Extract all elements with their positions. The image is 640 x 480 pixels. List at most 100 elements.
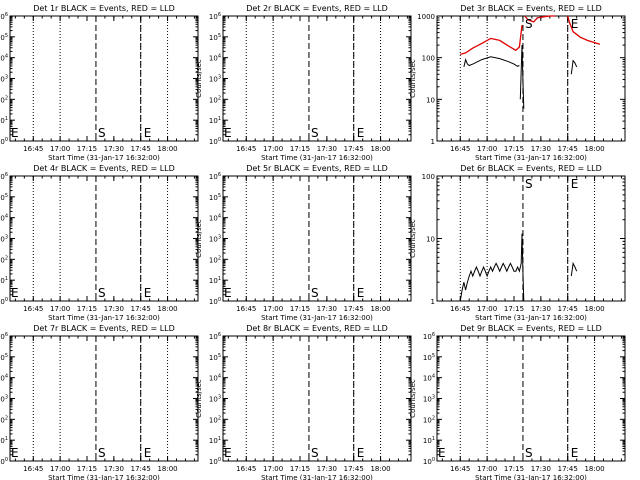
y-tick-label: 106 — [209, 12, 221, 21]
end-marker-left: E — [224, 286, 232, 300]
x-tick-label: 17:15 — [290, 145, 310, 153]
x-tick-label: 17:45 — [344, 465, 364, 473]
x-tick-label: 16:45 — [23, 145, 43, 153]
x-tick-label: 17:15 — [504, 465, 524, 473]
x-tick-label: 17:00 — [477, 305, 497, 313]
end-marker: E — [144, 286, 152, 300]
y-tick-label: 1 — [431, 138, 435, 146]
x-tick-label: 16:45 — [450, 305, 470, 313]
end-marker-left: E — [11, 286, 19, 300]
x-tick-label: 17:15 — [77, 465, 97, 473]
panel-title: Det 6r BLACK = Events, RED = LLD — [460, 164, 602, 173]
y-axis-label: Counts/sec — [195, 219, 203, 258]
y-tick-label: 103 — [209, 75, 221, 84]
x-tick-label: 18:00 — [584, 465, 604, 473]
y-axis-label: Counts/sec — [195, 59, 203, 98]
end-marker-left: E — [11, 126, 19, 140]
x-tick-label: 17:15 — [290, 465, 310, 473]
y-tick-label: 103 — [0, 395, 8, 404]
x-tick-label: 16:45 — [450, 145, 470, 153]
x-tick-label: 18:00 — [370, 305, 390, 313]
x-tick-label: 17:45 — [558, 145, 578, 153]
start-marker: S — [311, 126, 319, 140]
start-marker: S — [98, 286, 106, 300]
y-tick-label: 103 — [0, 235, 8, 244]
x-tick-label: 18:00 — [584, 145, 604, 153]
end-marker: E — [144, 126, 152, 140]
x-tick-label: 16:45 — [236, 305, 256, 313]
y-tick-label: 106 — [423, 332, 435, 341]
panel-title: Det 8r BLACK = Events, RED = LLD — [246, 324, 388, 333]
end-marker-left: E — [11, 446, 19, 460]
x-tick-label: 17:00 — [50, 305, 70, 313]
panel-det-7: Det 7r BLACK = Events, RED = LLD 100 101 10… — [0, 324, 199, 480]
x-tick-label: 17:30 — [531, 305, 551, 313]
y-tick-label: 105 — [0, 33, 8, 42]
x-axis-label: Start Time (31-Jan-17 16:32:00) — [48, 154, 160, 162]
panel-title: Det 4r BLACK = Events, RED = LLD — [33, 164, 175, 173]
y-tick-label: 100 — [209, 457, 221, 466]
x-axis-label: Start Time (31-Jan-17 16:32:00) — [48, 474, 160, 480]
y-tick-label: 101 — [0, 116, 8, 125]
y-tick-label: 105 — [0, 353, 8, 362]
x-tick-label: 17:45 — [344, 145, 364, 153]
start-marker: S — [98, 446, 106, 460]
x-tick-label: 17:30 — [317, 145, 337, 153]
x-axis-label: Start Time (31-Jan-17 16:32:00) — [475, 314, 587, 322]
x-tick-label: 18:00 — [157, 145, 177, 153]
plot-frame — [222, 335, 412, 462]
x-tick-label: 16:45 — [236, 145, 256, 153]
y-tick-label: 105 — [209, 353, 221, 362]
panel-title: Det 1r BLACK = Events, RED = LLD — [33, 4, 175, 13]
y-tick-label: 100 — [209, 297, 221, 306]
x-tick-label: 18:00 — [584, 305, 604, 313]
plot-frame — [9, 335, 199, 462]
plot-frame — [436, 15, 626, 142]
x-tick-label: 17:15 — [504, 145, 524, 153]
events-series-line — [570, 261, 578, 277]
x-tick-label: 18:00 — [157, 465, 177, 473]
end-marker: E — [357, 446, 365, 460]
x-tick-label: 17:30 — [104, 305, 124, 313]
y-tick-label: 102 — [0, 95, 8, 104]
end-marker-left: E — [438, 446, 446, 460]
x-tick-label: 17:30 — [531, 465, 551, 473]
lld-series-line — [524, 15, 556, 23]
x-tick-label: 17:30 — [531, 145, 551, 153]
x-tick-label: 17:00 — [263, 305, 283, 313]
y-tick-label: 101 — [0, 436, 8, 445]
y-tick-label: 106 — [0, 172, 8, 181]
end-marker-left: E — [224, 446, 232, 460]
y-tick-label: 101 — [209, 436, 221, 445]
y-tick-label: 101 — [209, 116, 221, 125]
events-series-line — [570, 59, 578, 75]
y-tick-label: 104 — [0, 374, 8, 383]
y-tick-label: 100 — [423, 457, 435, 466]
x-tick-label: 17:45 — [344, 305, 364, 313]
y-tick-label: 101 — [209, 276, 221, 285]
end-marker: E — [357, 286, 365, 300]
end-marker: E — [571, 446, 579, 460]
y-tick-label: 100 — [422, 55, 435, 63]
y-tick-label: 102 — [0, 255, 8, 264]
panel-title: Det 9r BLACK = Events, RED = LLD — [460, 324, 602, 333]
x-tick-label: 17:15 — [290, 305, 310, 313]
y-tick-label: 100 — [0, 297, 8, 306]
y-tick-label: 105 — [0, 193, 8, 202]
y-tick-label: 104 — [423, 374, 435, 383]
x-tick-label: 17:30 — [317, 305, 337, 313]
y-axis-label: Counts/sec — [409, 219, 417, 258]
plot-frame — [222, 175, 412, 302]
end-marker: E — [357, 126, 365, 140]
plot-frame — [436, 175, 626, 302]
x-tick-label: 18:00 — [370, 145, 390, 153]
y-tick-label: 106 — [209, 332, 221, 341]
y-tick-label: 101 — [423, 436, 435, 445]
y-tick-label: 102 — [423, 415, 435, 424]
lld-series-line — [567, 15, 601, 45]
y-tick-label: 105 — [423, 353, 435, 362]
y-tick-label: 100 — [209, 137, 221, 146]
y-tick-label: 102 — [209, 255, 221, 264]
start-marker: S — [525, 177, 533, 191]
plot-frame — [9, 175, 199, 302]
